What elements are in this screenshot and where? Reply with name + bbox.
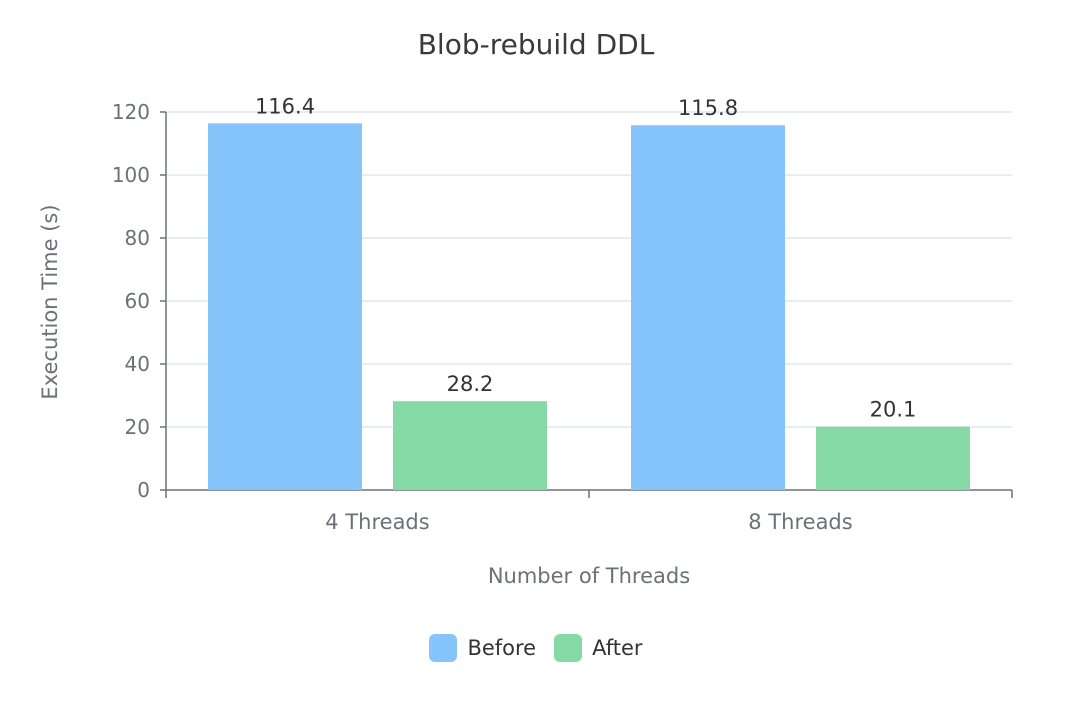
legend: Before After: [0, 634, 1072, 662]
data-label: 20.1: [870, 398, 917, 422]
x-tick-label: 4 Threads: [325, 510, 429, 534]
data-label: 115.8: [678, 96, 738, 120]
y-tick-label: 60: [125, 289, 150, 313]
x-axis-label: Number of Threads: [487, 564, 691, 588]
legend-label-after: After: [592, 636, 643, 660]
bar-before: [631, 125, 785, 490]
x-tick-label: 8 Threads: [748, 510, 852, 534]
y-tick-label: 100: [112, 163, 150, 187]
y-tick-label: 120: [112, 100, 150, 124]
y-tick-label: 0: [137, 478, 150, 502]
bar-after: [816, 426, 970, 490]
data-label: 28.2: [447, 372, 494, 396]
y-tick-label: 20: [125, 415, 150, 439]
legend-label-before: Before: [467, 636, 537, 660]
data-label: 116.4: [255, 94, 315, 118]
legend-item-before[interactable]: Before: [429, 634, 536, 662]
bar-after: [393, 401, 547, 490]
legend-swatch-before: [429, 634, 458, 662]
y-tick-label: 40: [125, 352, 150, 376]
chart-title: Blob-rebuild DDL: [417, 28, 655, 61]
bar-before: [208, 123, 362, 490]
legend-swatch-after: [554, 634, 583, 662]
legend-item-after[interactable]: After: [554, 634, 643, 662]
y-tick-label: 80: [125, 226, 150, 250]
